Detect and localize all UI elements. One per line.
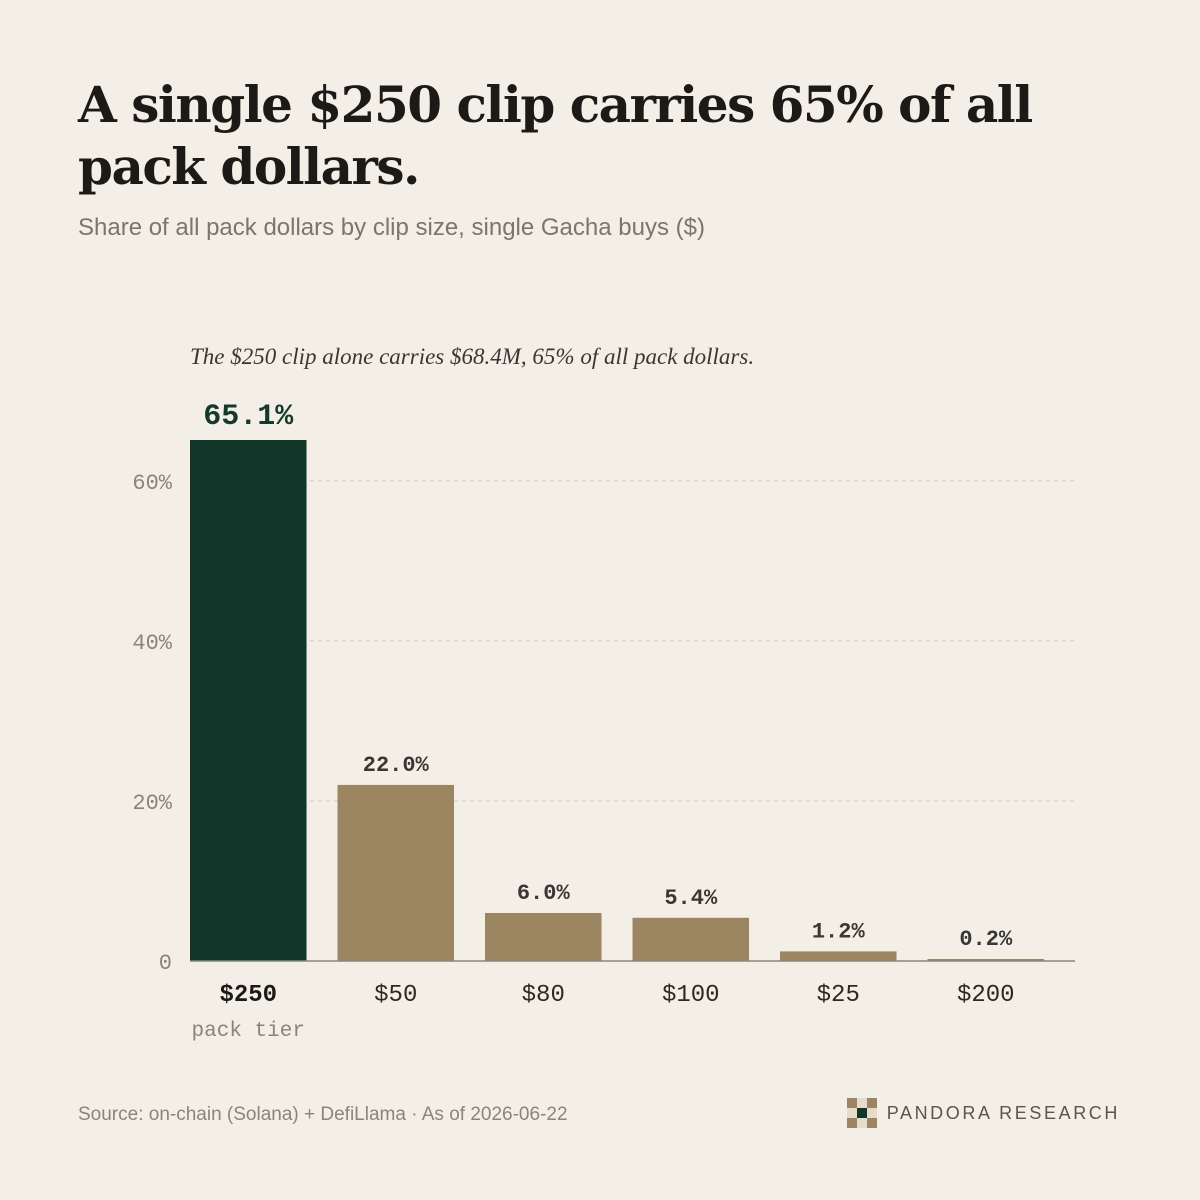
y-axis-ticks: 0 20% 40% 60% bbox=[132, 471, 172, 976]
x-axis-category-labels: $250 pack tier $50 $80 $100 $25 $200 bbox=[192, 982, 1015, 1043]
bar-value-label: 22.0% bbox=[363, 753, 430, 778]
y-tick-label: 20% bbox=[132, 791, 172, 816]
y-tick-label: 40% bbox=[132, 631, 172, 656]
x-category-label: $100 bbox=[662, 982, 720, 1009]
bar-value-label: 5.4% bbox=[664, 886, 718, 911]
pack-tier-sublabel: pack tier bbox=[192, 1020, 305, 1043]
x-category-label: $250 bbox=[219, 982, 277, 1009]
bars bbox=[190, 440, 1045, 961]
bar-200 bbox=[927, 959, 1045, 961]
pandora-logo-icon bbox=[846, 1098, 877, 1128]
brand: PANDORA RESEARCH bbox=[846, 1098, 1120, 1128]
bar-value-label: 6.0% bbox=[517, 881, 571, 906]
bar-value-label: 65.1% bbox=[203, 400, 294, 434]
source-note: Source: on-chain (Solana) + DefiLlama · … bbox=[78, 1104, 568, 1125]
x-category-label: $200 bbox=[957, 982, 1015, 1009]
chart-annotation: The $250 clip alone carries $68.4M, 65% … bbox=[190, 344, 755, 369]
chart-title: A single $250 clip carries 65% of all pa… bbox=[78, 75, 1033, 196]
bar-25 bbox=[780, 951, 897, 961]
bar-50 bbox=[337, 784, 455, 961]
x-category-label: $50 bbox=[374, 982, 417, 1009]
gridlines bbox=[190, 480, 1075, 802]
x-category-label: $25 bbox=[817, 982, 860, 1009]
bar-250 bbox=[190, 440, 307, 961]
chart-subtitle: Share of all pack dollars by clip size, … bbox=[78, 214, 705, 241]
bar-value-labels: 65.1% 22.0% 6.0% 5.4% 1.2% 0.2% bbox=[203, 400, 1013, 952]
x-category-label: $80 bbox=[522, 982, 565, 1009]
y-tick-label: 0 bbox=[159, 951, 172, 976]
bar-value-label: 1.2% bbox=[812, 919, 866, 944]
y-tick-label: 60% bbox=[132, 471, 172, 496]
bar-value-label: 0.2% bbox=[959, 927, 1013, 952]
bar-100 bbox=[632, 917, 750, 961]
bar-80 bbox=[485, 912, 602, 961]
brand-name: PANDORA RESEARCH bbox=[886, 1102, 1120, 1123]
